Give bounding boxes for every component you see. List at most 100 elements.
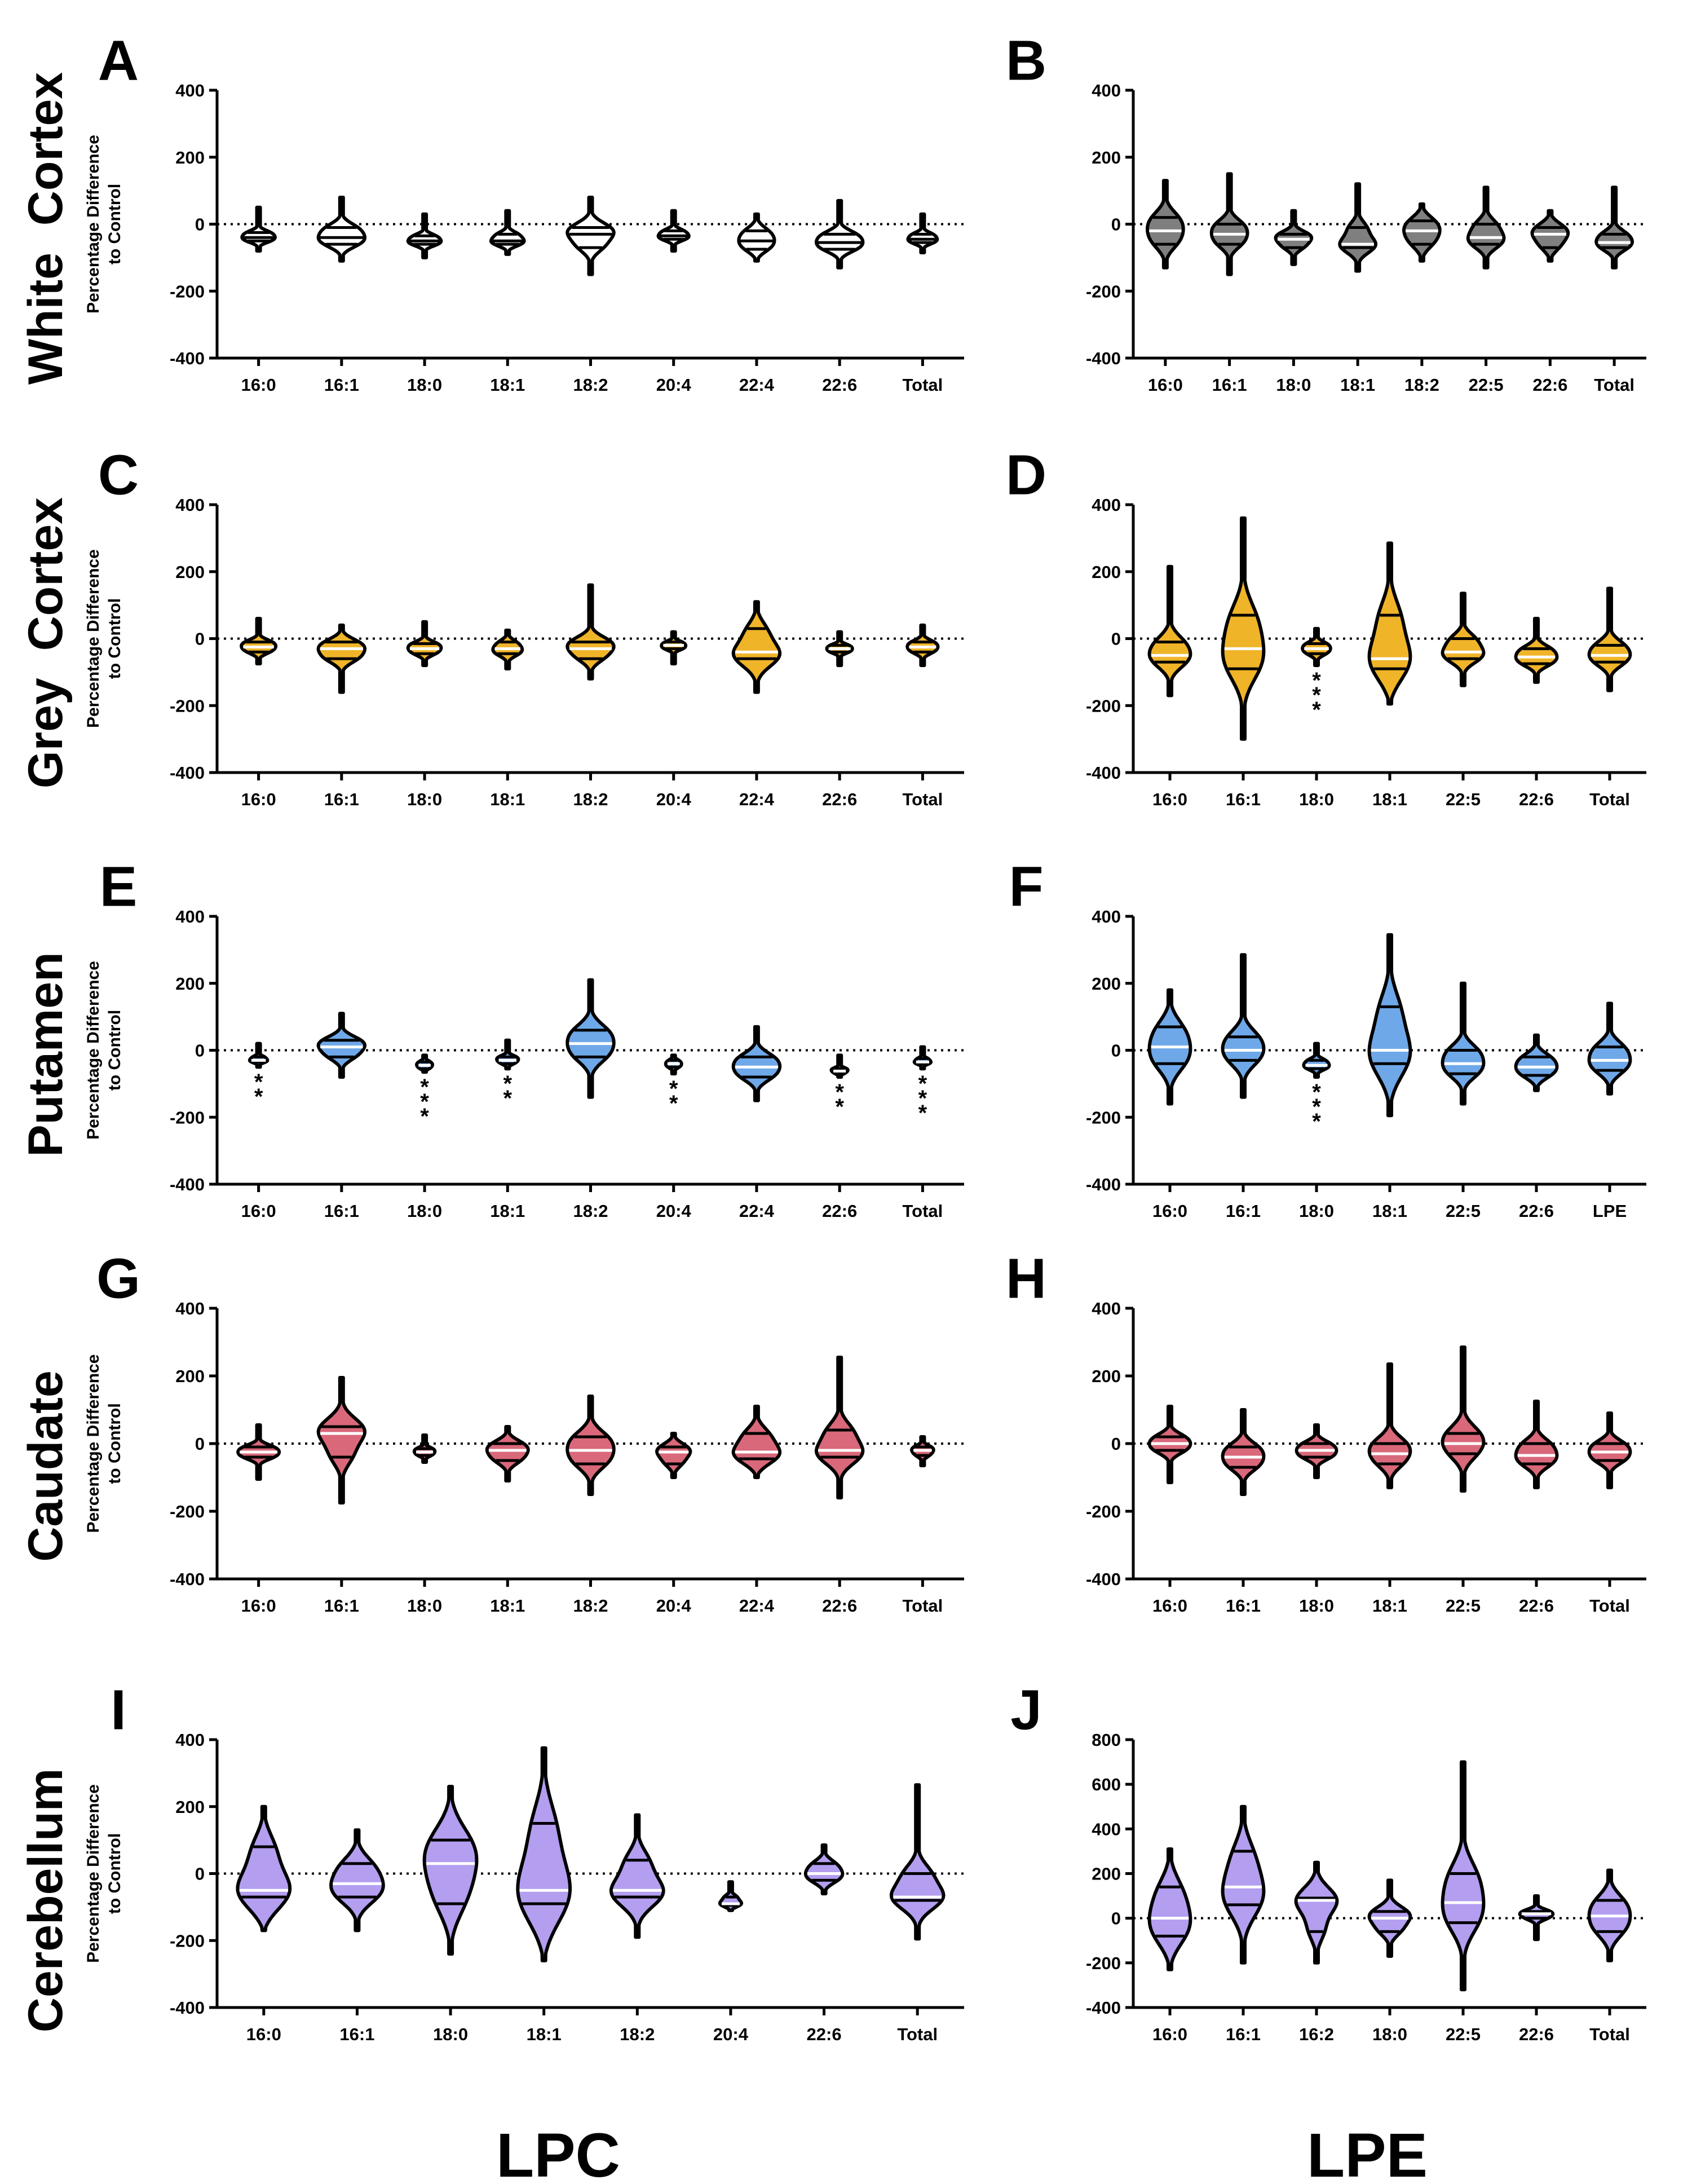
x-tick-label: 18:0 <box>407 1596 442 1616</box>
x-tick-label: Total <box>897 2024 938 2044</box>
x-tick-label: 16:1 <box>1226 1201 1261 1221</box>
x-tick-label: 18:1 <box>1372 1201 1407 1221</box>
violin-16-1 <box>316 1012 367 1079</box>
x-tick-label: 18:1 <box>1340 375 1375 395</box>
x-tick-label: 18:1 <box>527 2024 562 2044</box>
x-tick-label: 16:1 <box>324 1596 359 1616</box>
x-tick-label: 22:5 <box>1446 1596 1481 1616</box>
panel-i: I Percentage Difference to Control -400 -200… <box>84 1678 964 2044</box>
y-tick-label: -200 <box>1086 696 1121 716</box>
x-tick-label: 18:2 <box>573 375 608 395</box>
y-axis-title-line1: Percentage Difference <box>84 1354 103 1533</box>
row-label-cerebellum: Cerebellum <box>19 1768 73 2032</box>
significance-marker: * <box>503 1071 512 1096</box>
y-tick-label: -400 <box>1086 1175 1121 1194</box>
violin-18-2 <box>566 583 616 681</box>
y-tick-label: 0 <box>195 1041 205 1061</box>
y-tick-label: 200 <box>175 562 205 582</box>
violin-18-0 <box>415 1053 435 1074</box>
violin-22-5 <box>1466 186 1506 270</box>
column-label-lpc: LPC <box>496 2121 620 2184</box>
y-tick-label: 400 <box>1092 907 1121 926</box>
panel-j: J -400 -200 0 200 400 600 800 16:0 16:1 16:2 18:0 22… <box>1010 1678 1646 2044</box>
x-tick-label: 22:6 <box>1519 1596 1554 1616</box>
column-label-lpe: LPE <box>1307 2121 1428 2184</box>
panel-c: C Percentage Difference to Control -400 -200… <box>84 443 964 809</box>
x-tick-label: 18:1 <box>490 789 525 809</box>
x-tick-label: 16:0 <box>1148 375 1183 395</box>
significance-marker: * <box>254 1084 263 1109</box>
violin-22-6 <box>1530 209 1570 263</box>
x-tick-label: 22:5 <box>1446 1201 1481 1221</box>
x-tick-label: 16:1 <box>1226 789 1261 809</box>
x-tick-label: 18:0 <box>1299 789 1334 809</box>
row-label-white-cortex: White Cortex <box>19 72 73 385</box>
x-tick-label: 18:1 <box>490 1596 525 1616</box>
violin-16-1 <box>1221 1804 1266 1965</box>
y-tick-label: -200 <box>170 1502 205 1521</box>
y-tick-label: 200 <box>175 1366 205 1386</box>
violin-18-2 <box>566 978 616 1099</box>
significance-marker: * <box>918 1071 927 1096</box>
y-tick-label: -200 <box>1086 281 1121 301</box>
y-tick-label: 0 <box>195 1864 205 1884</box>
x-tick-label: LPE <box>1593 1201 1627 1221</box>
violin-18-1 <box>485 1425 530 1483</box>
x-tick-label: 16:1 <box>1226 1596 1261 1616</box>
x-tick-label: 16:2 <box>1299 2024 1334 2044</box>
x-tick-label: Total <box>903 1201 943 1221</box>
y-tick-label: 400 <box>175 907 205 926</box>
y-tick-label: 400 <box>175 495 205 515</box>
x-tick-label: 20:4 <box>656 375 692 395</box>
violin-18-2 <box>566 1395 616 1496</box>
y-tick-label: 400 <box>1092 495 1121 515</box>
x-tick-label: 16:1 <box>1212 375 1247 395</box>
y-tick-label: 0 <box>195 1434 205 1454</box>
x-tick-label: 22:4 <box>739 375 775 395</box>
violin-Total <box>1587 1411 1632 1489</box>
significance-marker: * <box>420 1089 429 1114</box>
panel-e: E Percentage Difference to Control -400 -200… <box>84 855 964 1221</box>
y-axis-title-line1: Percentage Difference <box>84 961 103 1140</box>
x-tick-label: 18:0 <box>407 1201 442 1221</box>
y-tick-label: -200 <box>1086 1108 1121 1127</box>
violin-22-6 <box>1514 616 1559 684</box>
panel-letter: H <box>1006 1247 1046 1310</box>
x-tick-label: 16:1 <box>324 1201 359 1221</box>
panel-b: B -400 -200 0 200 400 16:0 16:1 18:0 18:1 18:2 22:5… <box>1006 29 1646 395</box>
violin-16-2 <box>1294 1860 1339 1965</box>
y-tick-label: 0 <box>1111 1909 1121 1929</box>
panel-letter: C <box>98 443 139 506</box>
y-axis-title-line2: to Control <box>105 1010 124 1091</box>
x-tick-label: 16:0 <box>241 789 276 809</box>
significance-marker: * <box>835 1095 844 1119</box>
violin-16-1 <box>1221 1408 1266 1496</box>
x-tick-label: 18:0 <box>407 789 442 809</box>
violin-22-4 <box>731 1025 782 1102</box>
y-tick-label: 0 <box>1111 1434 1121 1454</box>
panel-letter: E <box>100 855 138 918</box>
x-tick-label: Total <box>1594 375 1634 395</box>
y-axis-title-line2: to Control <box>105 1403 124 1484</box>
y-tick-label: 0 <box>1111 629 1121 649</box>
significance-marker: * <box>503 1086 512 1111</box>
y-tick-label: 0 <box>195 629 205 649</box>
violin-20-4 <box>655 1432 692 1479</box>
x-tick-label: 22:6 <box>1532 375 1567 395</box>
row-label-caudate: Caudate <box>19 1370 73 1561</box>
significance-marker: * <box>254 1070 263 1095</box>
violin-18-2 <box>609 1813 665 1939</box>
panel-f: F -400 -200 0 200 400 16:0 16:1 18:0 18:1 22:5 22:6… <box>1009 855 1646 1221</box>
violin-18-1 <box>1367 1362 1412 1489</box>
y-tick-label: 200 <box>1092 1366 1121 1386</box>
row-label-grey-cortex: Grey Cortex <box>19 497 73 788</box>
y-axis-title-line1: Percentage Difference <box>84 1784 103 1963</box>
panel-g: G Percentage Difference to Control -400 -200… <box>84 1247 964 1616</box>
y-tick-label: 200 <box>175 1797 205 1817</box>
y-tick-label: 200 <box>1092 148 1121 167</box>
x-tick-label: 20:4 <box>656 789 692 809</box>
x-tick-label: 16:0 <box>1152 2024 1187 2044</box>
y-tick-label: -200 <box>170 281 205 301</box>
